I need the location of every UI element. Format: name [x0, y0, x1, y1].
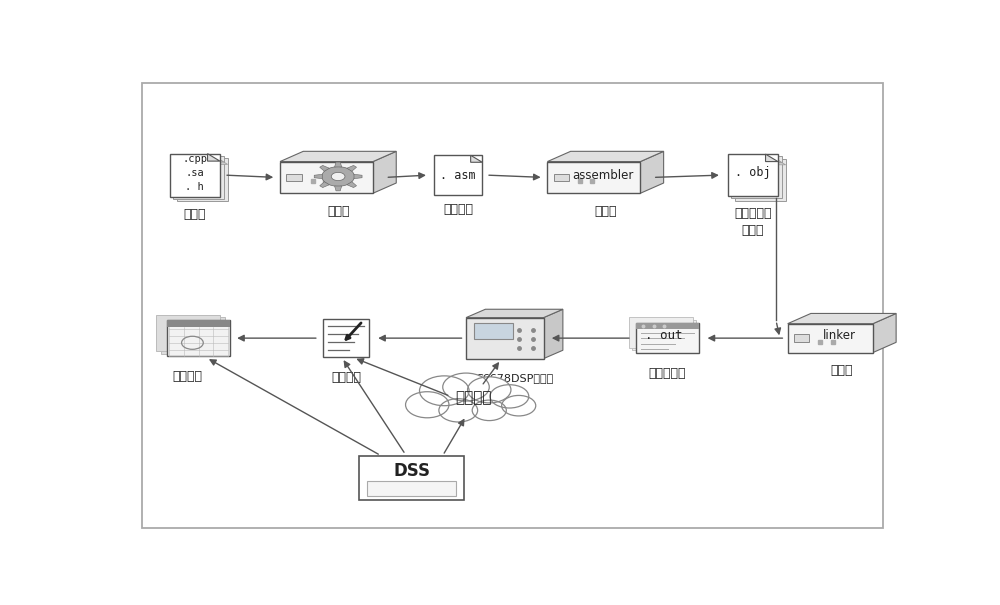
Polygon shape — [208, 154, 220, 161]
FancyBboxPatch shape — [788, 324, 873, 353]
Polygon shape — [320, 182, 329, 188]
FancyBboxPatch shape — [728, 154, 778, 196]
Circle shape — [420, 376, 469, 406]
FancyBboxPatch shape — [177, 159, 228, 201]
Circle shape — [331, 172, 345, 181]
Text: 注入故障: 注入故障 — [456, 390, 492, 405]
Text: assembler: assembler — [572, 169, 634, 182]
FancyBboxPatch shape — [142, 83, 883, 528]
Circle shape — [443, 373, 489, 401]
Text: 编译器: 编译器 — [327, 205, 349, 218]
FancyBboxPatch shape — [280, 162, 373, 193]
Circle shape — [490, 385, 529, 408]
Text: 分析汇总: 分析汇总 — [172, 370, 202, 384]
Text: .cpp
.sa
. h: .cpp .sa . h — [182, 154, 207, 192]
Polygon shape — [335, 186, 342, 191]
FancyBboxPatch shape — [167, 320, 230, 327]
Text: . out: . out — [645, 329, 682, 342]
Text: . asm: . asm — [440, 169, 476, 182]
Text: 可执行程序: 可执行程序 — [649, 367, 686, 381]
Polygon shape — [873, 313, 896, 353]
Text: 源代码: 源代码 — [184, 208, 206, 221]
FancyBboxPatch shape — [636, 323, 699, 353]
FancyBboxPatch shape — [554, 174, 569, 181]
Polygon shape — [280, 151, 396, 162]
FancyBboxPatch shape — [161, 318, 225, 354]
Circle shape — [502, 396, 536, 416]
FancyBboxPatch shape — [359, 456, 464, 500]
Polygon shape — [788, 313, 896, 324]
Polygon shape — [373, 151, 396, 193]
FancyBboxPatch shape — [629, 318, 693, 348]
FancyBboxPatch shape — [794, 335, 809, 342]
Polygon shape — [776, 159, 786, 165]
FancyBboxPatch shape — [474, 322, 512, 339]
FancyBboxPatch shape — [170, 154, 220, 197]
FancyBboxPatch shape — [547, 162, 640, 193]
FancyBboxPatch shape — [735, 159, 786, 201]
Polygon shape — [335, 162, 342, 167]
FancyBboxPatch shape — [636, 323, 699, 329]
FancyBboxPatch shape — [323, 319, 369, 357]
Polygon shape — [347, 165, 357, 171]
FancyBboxPatch shape — [632, 320, 696, 350]
Polygon shape — [347, 182, 357, 188]
Text: C6678DSP模拟器: C6678DSP模拟器 — [475, 373, 554, 382]
Circle shape — [468, 377, 511, 403]
Circle shape — [406, 391, 449, 418]
Polygon shape — [471, 155, 482, 162]
Circle shape — [472, 400, 506, 420]
Polygon shape — [466, 309, 563, 318]
Polygon shape — [544, 309, 563, 359]
Text: . obj: . obj — [735, 166, 771, 179]
FancyBboxPatch shape — [167, 320, 230, 356]
Text: 连接器: 连接器 — [831, 364, 853, 377]
Polygon shape — [766, 154, 778, 162]
Text: DSS: DSS — [393, 462, 430, 480]
FancyBboxPatch shape — [173, 156, 224, 199]
Text: 汇编器: 汇编器 — [594, 205, 617, 218]
Polygon shape — [218, 159, 228, 165]
FancyBboxPatch shape — [286, 174, 302, 181]
FancyBboxPatch shape — [367, 481, 456, 496]
Circle shape — [439, 399, 478, 422]
FancyBboxPatch shape — [156, 315, 220, 351]
Polygon shape — [320, 165, 329, 171]
Text: 运行结果: 运行结果 — [331, 371, 361, 384]
FancyBboxPatch shape — [421, 387, 526, 410]
FancyBboxPatch shape — [466, 318, 544, 359]
Polygon shape — [314, 174, 322, 178]
Polygon shape — [547, 151, 664, 162]
Polygon shape — [640, 151, 664, 193]
Text: linker: linker — [823, 329, 856, 342]
FancyBboxPatch shape — [731, 157, 782, 198]
Polygon shape — [354, 174, 362, 178]
FancyBboxPatch shape — [434, 155, 482, 195]
Polygon shape — [214, 156, 224, 162]
Text: 机器语言目
标文件: 机器语言目 标文件 — [734, 207, 772, 237]
Polygon shape — [772, 157, 782, 163]
Text: 汇编代码: 汇编代码 — [443, 203, 473, 216]
Circle shape — [322, 167, 354, 186]
